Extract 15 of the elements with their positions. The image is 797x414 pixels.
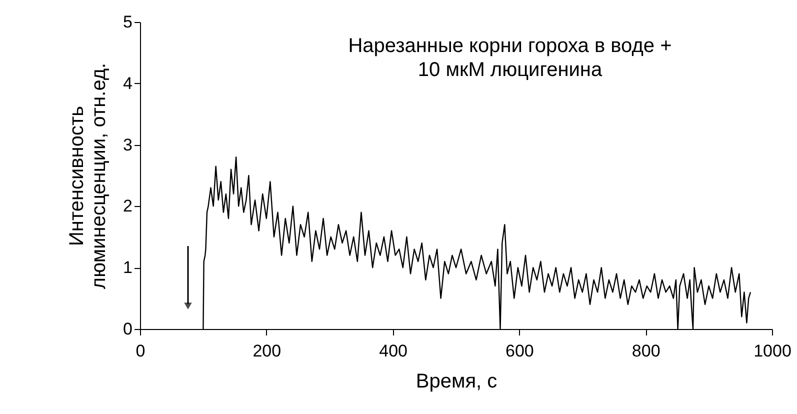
- y-tick-label: 4: [123, 74, 132, 93]
- x-tick-label: 400: [379, 342, 408, 360]
- x-tick-label: 800: [632, 342, 660, 360]
- y-tick-label: 5: [123, 12, 132, 32]
- x-tick-label: 600: [506, 342, 534, 360]
- x-tick-label: 0: [136, 342, 146, 360]
- y-tick-label: 1: [123, 258, 132, 278]
- x-axis-title: Время, с: [416, 370, 498, 392]
- y-axis-title: Интенсивность люминесценции, отн.ед.: [66, 62, 110, 290]
- y-tick-label: 2: [123, 196, 132, 216]
- x-tick-label: 200: [252, 342, 282, 360]
- y-tick-label: 3: [123, 135, 132, 154]
- text: Нарезанные корни гороха в воде + 10 мкМ люцигенина: [348, 35, 672, 81]
- x-tick-label: 1000: [754, 342, 792, 360]
- y-tick-label: 0: [123, 320, 132, 338]
